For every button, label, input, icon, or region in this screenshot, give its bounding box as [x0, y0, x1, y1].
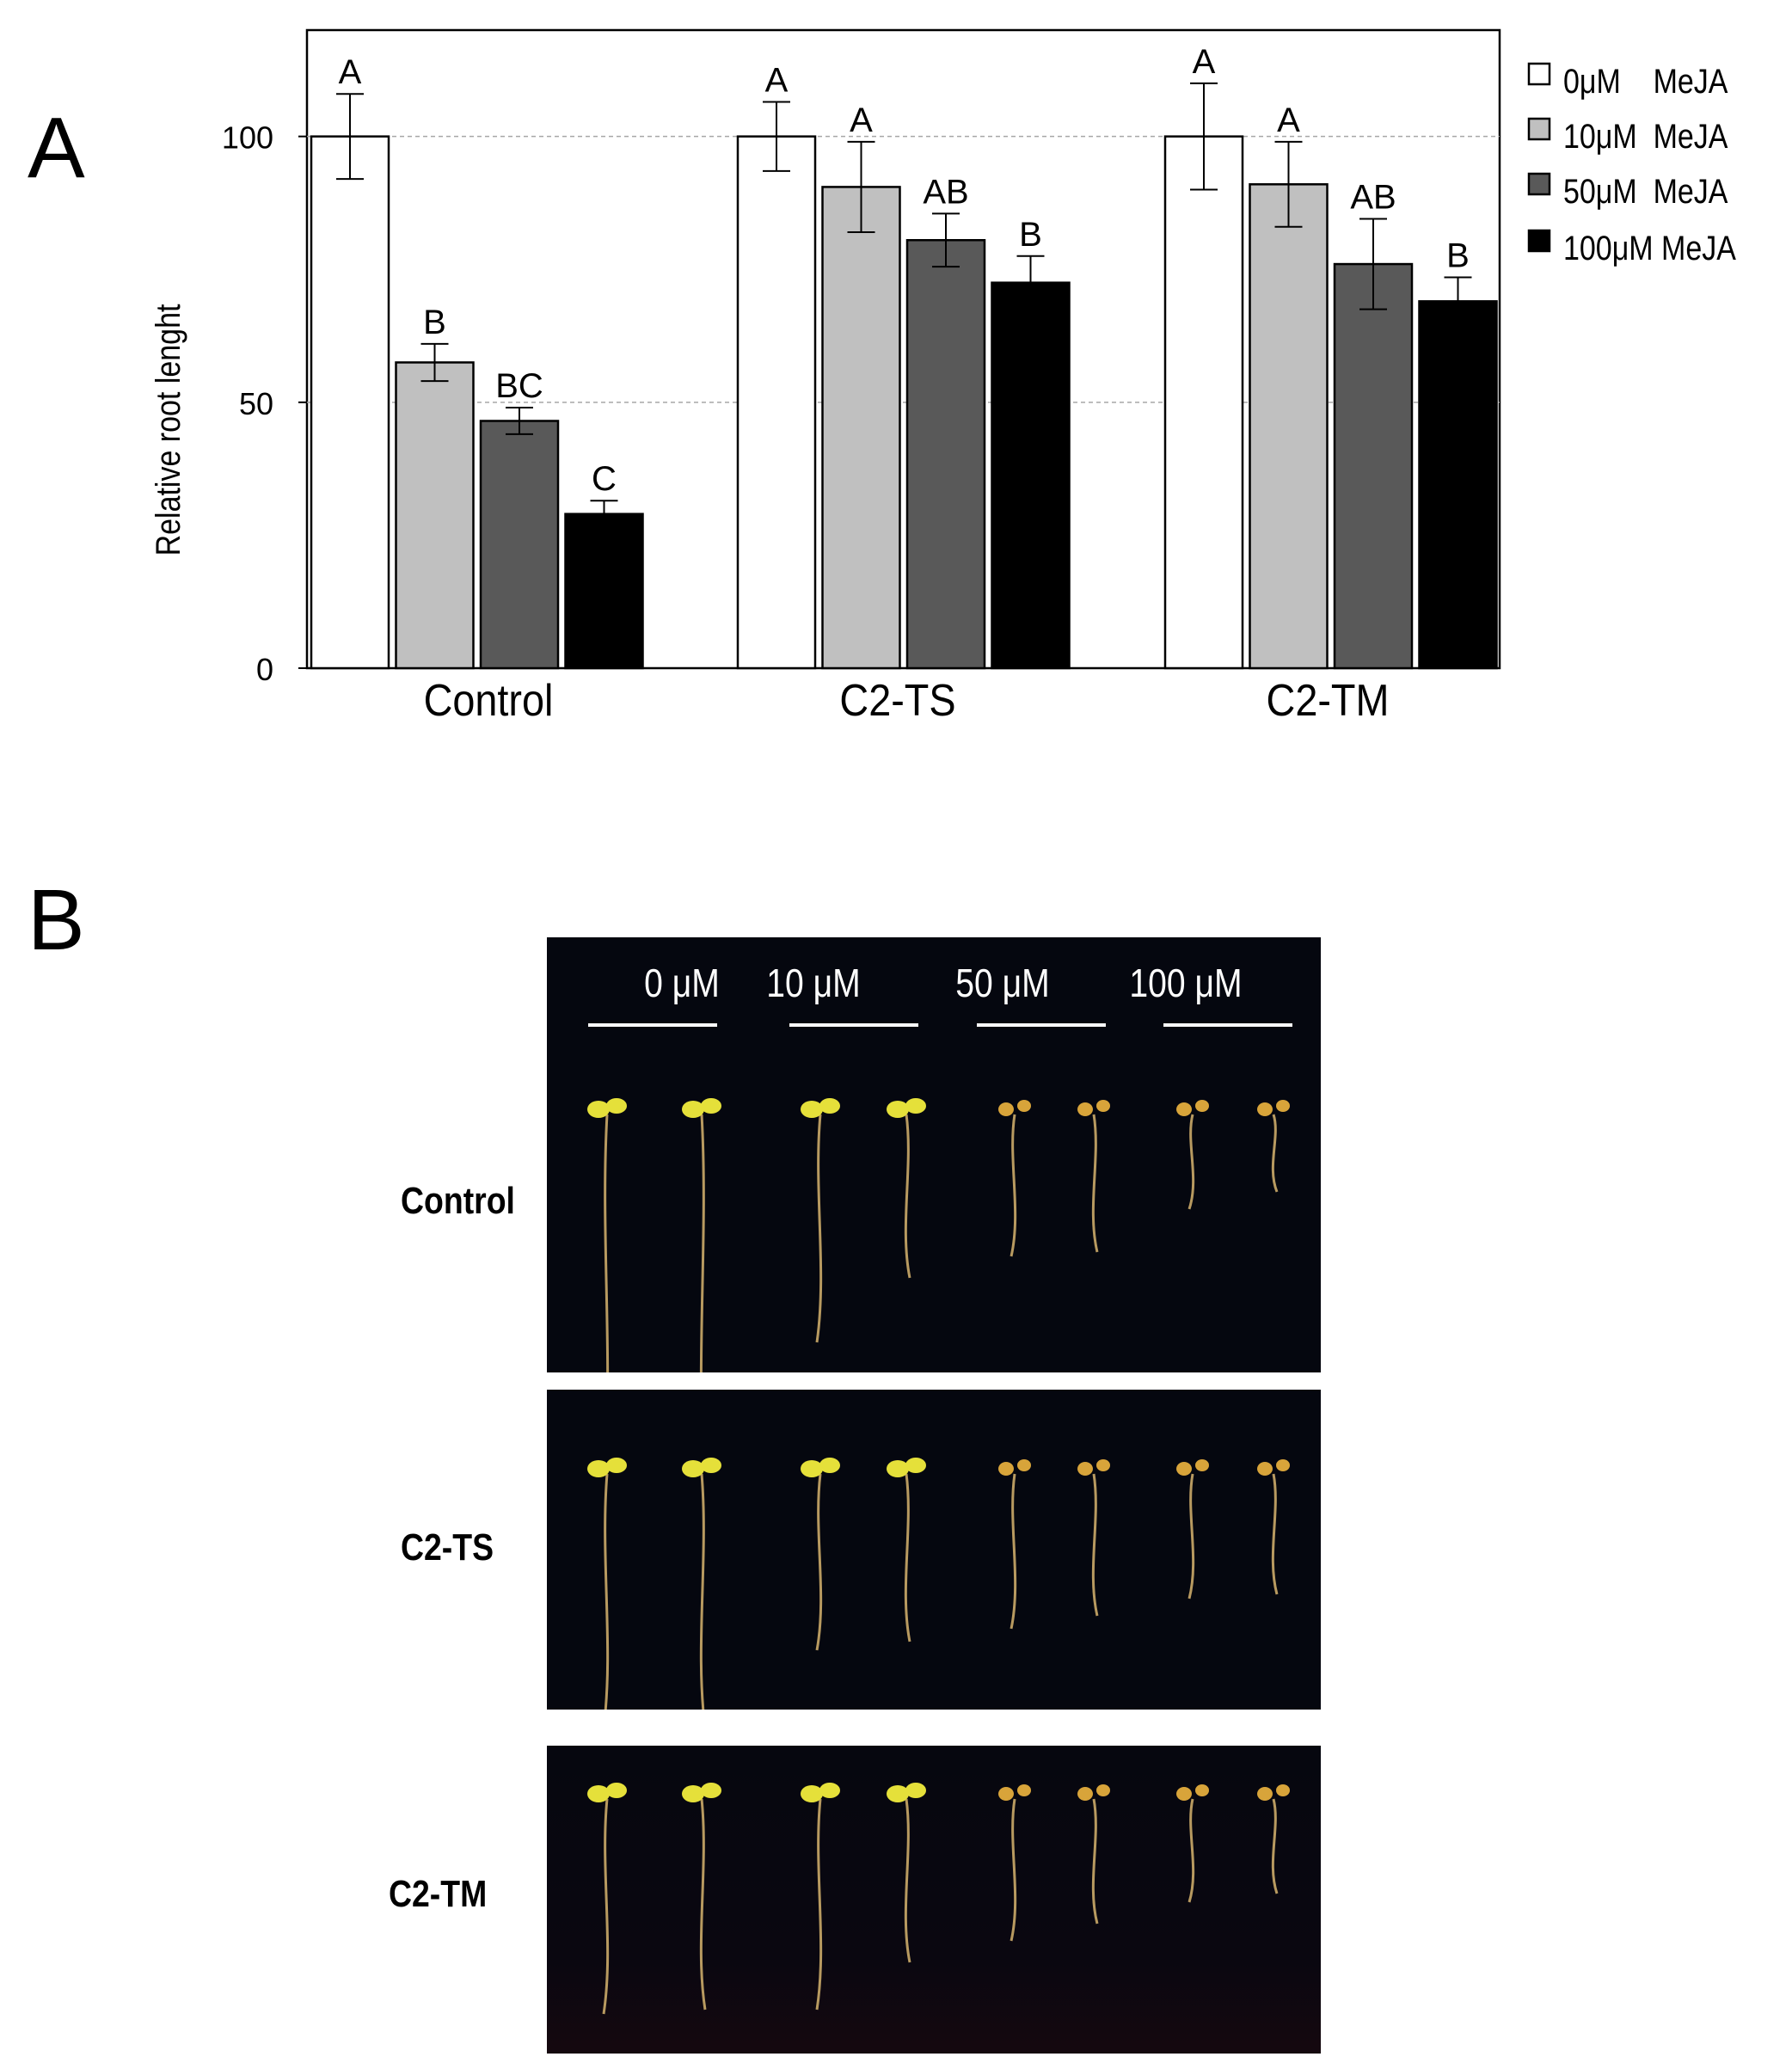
- seedling: [587, 1098, 627, 1372]
- seedling: [998, 1100, 1031, 1257]
- sig-letter-c2-ts-s2: AB: [923, 173, 968, 211]
- legend-swatch-1: [1527, 117, 1551, 141]
- bar-c2-ts-s2: [905, 238, 986, 670]
- bar-control-s3: [564, 513, 644, 670]
- bar-control-s2: [479, 420, 560, 670]
- sig-letter-control-s2: BC: [495, 367, 543, 405]
- y-axis-label: Relative root lenght: [148, 304, 187, 556]
- seedling: [887, 1783, 926, 1963]
- bar-c2-ts-s1: [821, 186, 901, 670]
- row-label-c2-ts: C2-TS: [401, 1526, 494, 1569]
- sig-letter-c2-tm-s2: AB: [1350, 179, 1396, 217]
- seedling: [998, 1459, 1031, 1630]
- bar-c2-tm-s3: [1418, 300, 1498, 670]
- sig-letter-control-s3: C: [592, 460, 617, 498]
- sig-letter-c2-tm-s0: A: [1193, 43, 1216, 81]
- conc-underline-0: [588, 1023, 717, 1027]
- seedling: [587, 1783, 627, 2015]
- seedling: [801, 1458, 840, 1651]
- seedlings-c2-ts: [587, 1458, 1290, 1710]
- panel-b-letter: B: [28, 872, 85, 968]
- legend-swatch-3: [1527, 229, 1551, 253]
- seedling: [887, 1098, 926, 1279]
- legend-label-2: 50μM MeJA: [1563, 171, 1728, 210]
- seedling: [1257, 1459, 1290, 1595]
- bar-c2-tm-s2: [1333, 262, 1414, 670]
- seedling: [1176, 1100, 1209, 1210]
- seedlings-c2-tm: [587, 1783, 1290, 2015]
- seedling: [682, 1783, 721, 2011]
- seedling: [801, 1783, 840, 2011]
- seedling: [1176, 1459, 1209, 1599]
- sig-letter-c2-ts-s1: A: [850, 101, 873, 139]
- y-tick-label-100: 100: [222, 120, 273, 156]
- seedling-photo-c2-ts: [547, 1390, 1321, 1710]
- legend-swatch-2: [1527, 172, 1551, 196]
- seedling: [682, 1458, 721, 1710]
- sig-letter-control-s0: A: [339, 53, 362, 91]
- conc-label-50: 50 μM: [955, 961, 1050, 1005]
- seedling: [682, 1098, 721, 1372]
- row-label-c2-tm: C2-TM: [389, 1873, 488, 1915]
- seedling: [998, 1784, 1031, 1942]
- conc-label-0: 0 μM: [644, 961, 720, 1005]
- seedling-photo-c2-tm: [547, 1746, 1321, 2054]
- legend-label-3: 100μM MeJA: [1563, 228, 1736, 267]
- panel-a-letter: A: [28, 100, 85, 196]
- seedling-photo-control: 0 μM 10 μM 50 μM 100 μM: [547, 937, 1321, 1372]
- seedling: [1077, 1784, 1110, 1925]
- seedling: [887, 1458, 926, 1642]
- conc-underline-100: [1163, 1023, 1292, 1027]
- conc-underline-50: [977, 1023, 1106, 1027]
- bar-control-s0: [310, 135, 390, 670]
- sig-letter-c2-ts-s0: A: [765, 61, 789, 99]
- seedling: [587, 1458, 627, 1710]
- seedling: [1077, 1459, 1110, 1617]
- bar-control-s1: [395, 361, 475, 670]
- conc-underline-10: [789, 1023, 918, 1027]
- row-label-control: Control: [401, 1180, 515, 1222]
- bar-c2-tm-s1: [1249, 183, 1329, 670]
- sig-letter-c2-tm-s3: B: [1446, 237, 1470, 275]
- plot-frame: [305, 28, 1501, 670]
- seedling: [1257, 1784, 1290, 1894]
- bar-c2-tm-s0: [1163, 135, 1244, 670]
- sig-letter-control-s1: B: [423, 304, 446, 341]
- x-category-label-c2-ts: C2-TS: [839, 676, 955, 726]
- seedling: [801, 1098, 840, 1343]
- bar-c2-ts-s3: [991, 281, 1071, 670]
- y-tick-label-50: 50: [239, 386, 273, 421]
- x-category-label-control: Control: [424, 676, 554, 726]
- conc-label-10: 10 μM: [766, 961, 861, 1005]
- seedling: [1257, 1100, 1290, 1193]
- legend-label-1: 10μM MeJA: [1563, 116, 1728, 155]
- sig-letter-c2-tm-s1: A: [1277, 101, 1300, 139]
- legend-label-0: 0μM MeJA: [1563, 61, 1728, 100]
- seedlings-control: [587, 1098, 1290, 1372]
- seedling: [1077, 1100, 1110, 1253]
- sig-letter-c2-ts-s3: B: [1019, 216, 1042, 254]
- bar-c2-ts-s0: [736, 135, 817, 670]
- conc-label-100: 100 μM: [1129, 961, 1243, 1005]
- legend-swatch-0: [1527, 62, 1551, 86]
- x-category-label-c2-tm: C2-TM: [1267, 676, 1390, 726]
- y-tick-label-0: 0: [256, 652, 273, 687]
- seedling: [1176, 1784, 1209, 1903]
